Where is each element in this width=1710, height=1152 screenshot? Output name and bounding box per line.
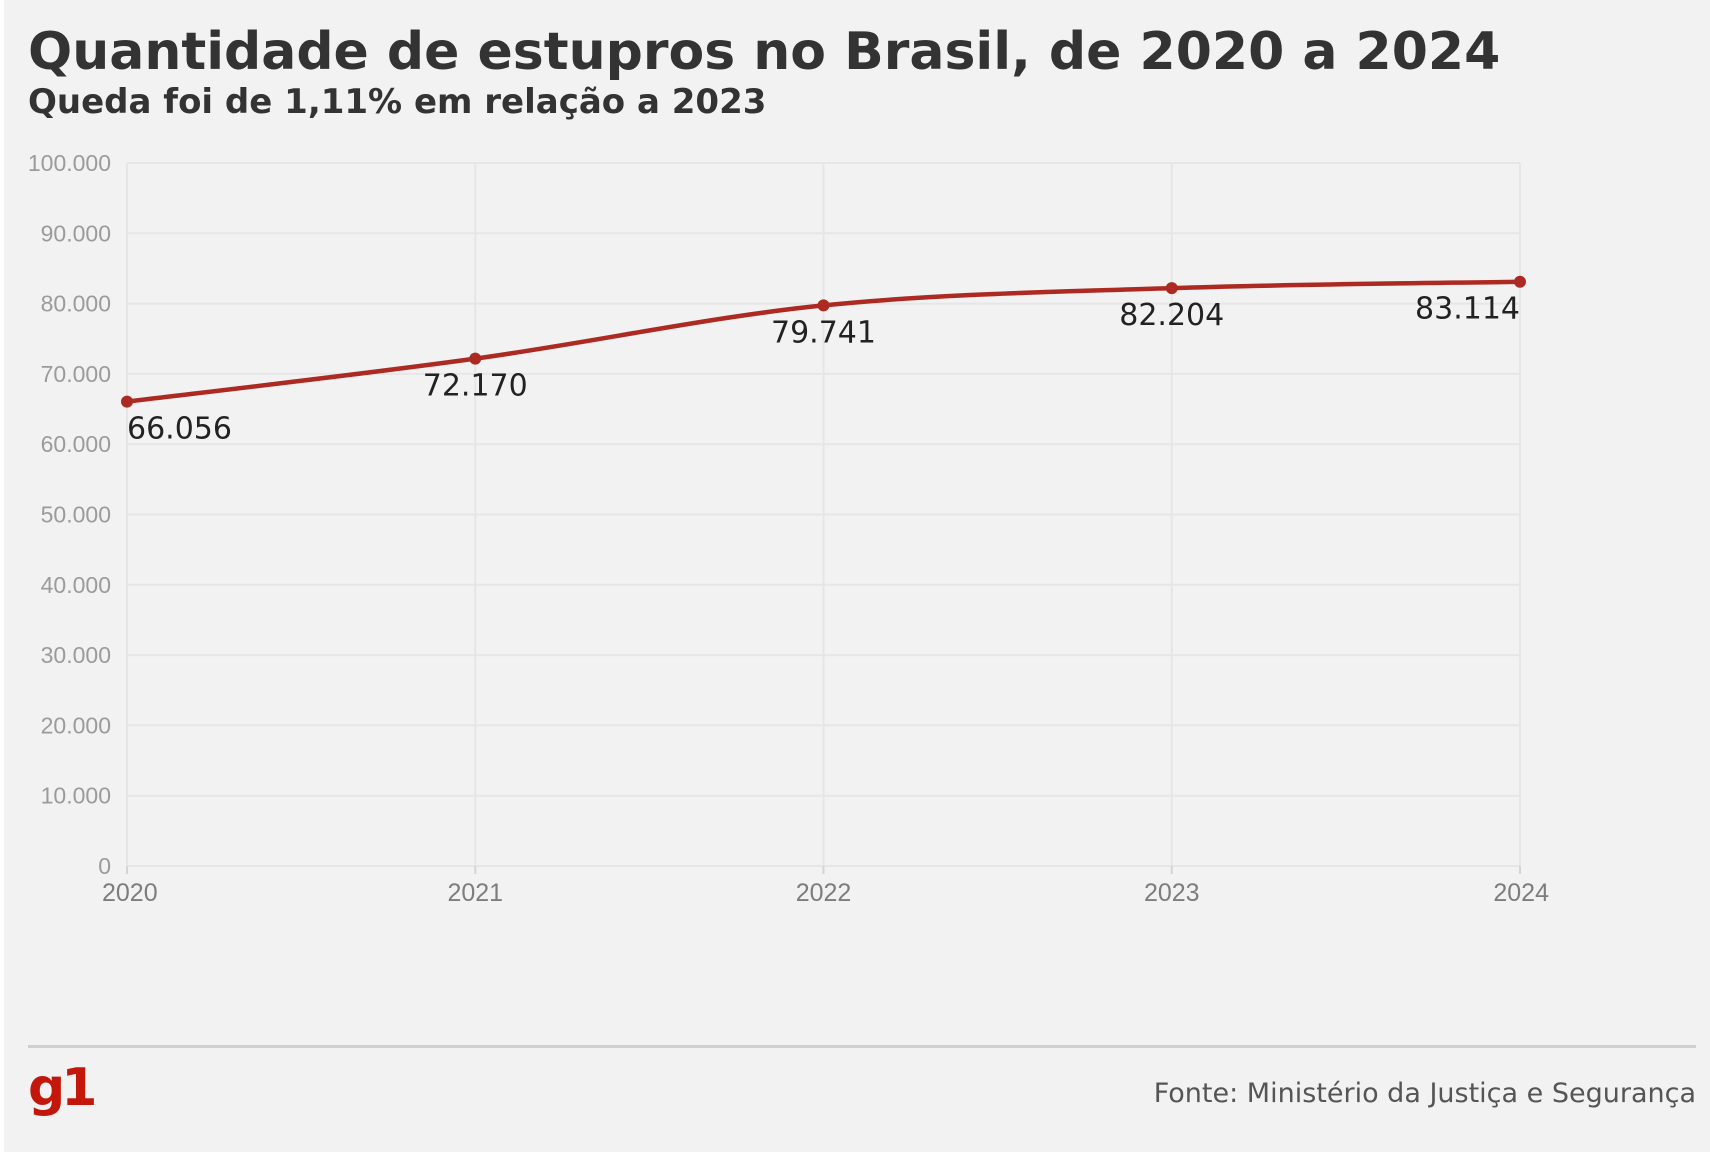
y-tick-label: 10.000 xyxy=(41,783,111,809)
data-label: 66.056 xyxy=(127,412,232,447)
y-tick-label: 90.000 xyxy=(41,220,111,246)
series-layer xyxy=(121,275,1526,408)
data-label: 79.741 xyxy=(771,315,876,350)
data-label: 83.114 xyxy=(1415,292,1520,327)
x-tick-label: 2021 xyxy=(447,879,503,907)
chart-page: Quantidade de estupros no Brasil, de 202… xyxy=(4,0,1710,1152)
y-tick-label: 20.000 xyxy=(41,712,111,738)
data-label-layer: 66.056 72.170 79.741 82.204 83.114 xyxy=(127,292,1520,447)
data-label: 82.204 xyxy=(1119,298,1224,333)
y-tick-label: 70.000 xyxy=(41,361,111,387)
data-point xyxy=(469,352,482,365)
data-point xyxy=(121,395,133,408)
data-label: 72.170 xyxy=(423,369,528,404)
x-axis: 2020 2021 2022 2023 2024 xyxy=(102,879,1549,907)
data-point xyxy=(817,299,830,312)
x-tick-label: 2022 xyxy=(796,879,852,907)
grid-layer xyxy=(126,162,1521,874)
source-note: Fonte: Ministério da Justiça e Segurança xyxy=(1153,1078,1696,1109)
x-tick-label: 2020 xyxy=(102,879,158,907)
y-tick-label: 60.000 xyxy=(41,431,111,457)
g1-logo: g1 xyxy=(28,1058,97,1118)
line-chart: 0 10.000 20.000 30.000 40.000 50.000 60.000 70.… xyxy=(28,150,1549,907)
chart-title: Quantidade de estupros no Brasil, de 202… xyxy=(28,22,1501,82)
y-axis: 0 10.000 20.000 30.000 40.000 50.000 60.000 70.… xyxy=(28,150,111,879)
data-point xyxy=(1514,275,1526,288)
y-tick-label: 0 xyxy=(98,853,111,879)
y-tick-label: 100.000 xyxy=(28,150,111,176)
y-tick-label: 50.000 xyxy=(41,502,111,528)
footer-divider xyxy=(28,1045,1696,1048)
x-tick-label: 2024 xyxy=(1493,879,1549,907)
y-tick-label: 40.000 xyxy=(41,572,111,598)
data-point xyxy=(1165,282,1178,295)
chart-subtitle: Queda foi de 1,11% em relação a 2023 xyxy=(28,82,767,122)
y-tick-label: 30.000 xyxy=(41,642,111,668)
x-tick-label: 2023 xyxy=(1144,879,1200,907)
y-tick-label: 80.000 xyxy=(41,291,111,317)
